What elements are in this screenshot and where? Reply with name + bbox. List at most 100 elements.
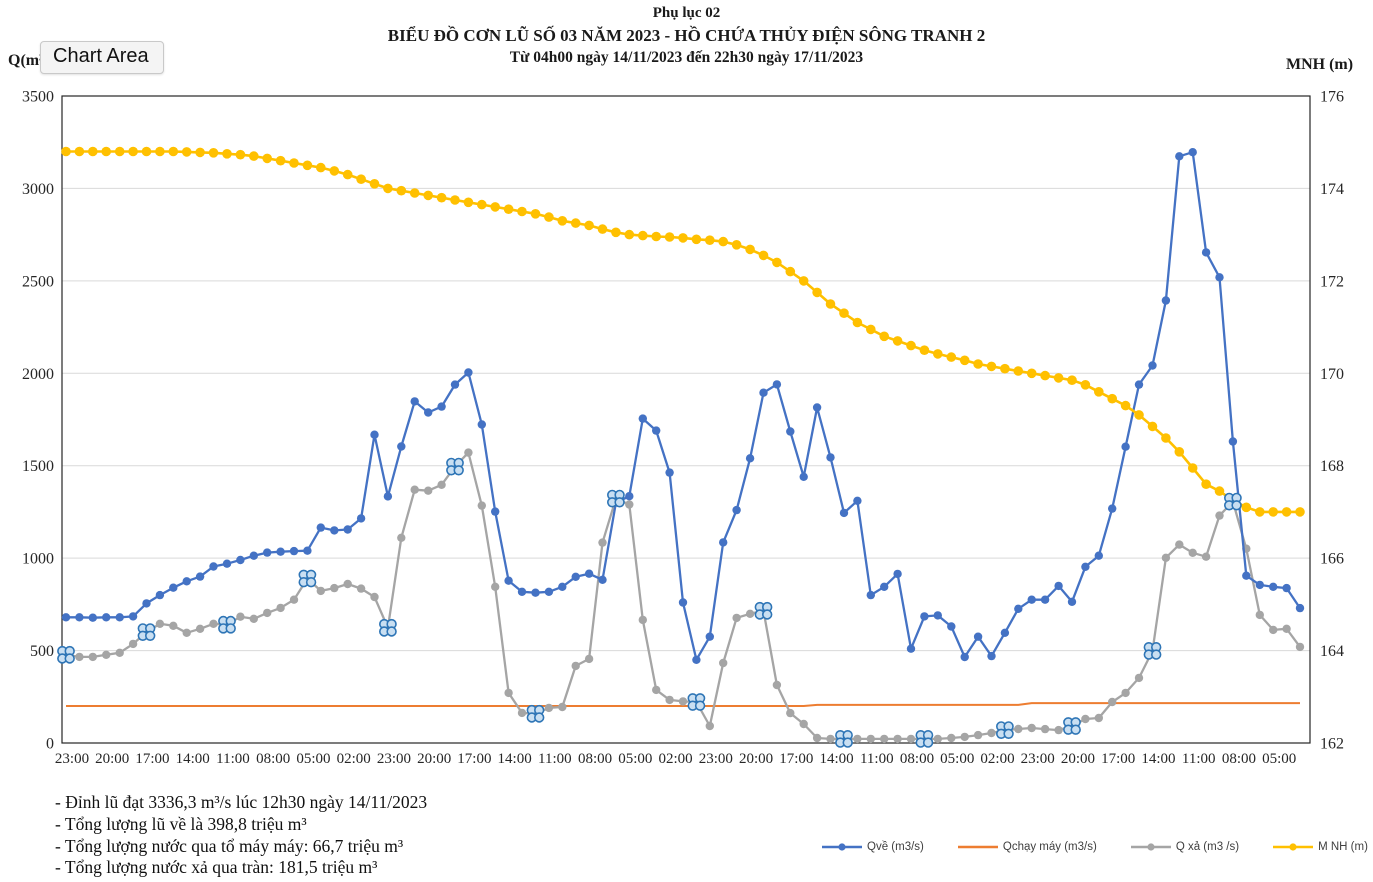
data-point bbox=[249, 614, 258, 623]
data-point bbox=[892, 336, 903, 346]
data-point bbox=[1268, 507, 1278, 517]
data-point bbox=[1000, 363, 1010, 374]
data-point bbox=[624, 229, 635, 240]
data-point bbox=[1027, 595, 1036, 604]
data-point bbox=[1013, 366, 1024, 376]
data-point bbox=[464, 448, 473, 457]
data-point bbox=[920, 612, 929, 621]
data-point bbox=[947, 733, 956, 743]
legend-item[interactable]: Q xả (m3 /s) bbox=[1130, 841, 1240, 853]
data-point bbox=[1067, 375, 1077, 386]
left-axis-tick: 1000 bbox=[22, 551, 54, 568]
legend-swatch-icon bbox=[957, 845, 998, 849]
data-point bbox=[504, 576, 513, 585]
data-point bbox=[316, 162, 326, 173]
chart-title: BIỂU ĐỒ CƠN LŨ SỐ 03 NĂM 2023 - HỒ CHỨA … bbox=[387, 25, 986, 45]
data-point bbox=[101, 146, 111, 157]
data-point bbox=[396, 185, 407, 196]
flower-marker bbox=[754, 601, 773, 620]
legend-item[interactable]: Qchạy máy (m3/s) bbox=[957, 841, 1097, 853]
legend-item[interactable]: Qvề (m3/s) bbox=[822, 841, 924, 853]
legend-item[interactable]: M NH (m) bbox=[1273, 841, 1368, 853]
data-point bbox=[1282, 624, 1291, 633]
data-point bbox=[826, 453, 835, 462]
data-point bbox=[584, 220, 594, 231]
data-point bbox=[397, 533, 406, 542]
data-point bbox=[61, 613, 71, 622]
legend-label: Q xả (m3 /s) bbox=[1175, 841, 1240, 853]
data-point bbox=[1215, 511, 1224, 520]
data-point bbox=[584, 569, 594, 578]
data-point bbox=[302, 160, 313, 171]
data-point bbox=[209, 619, 218, 628]
flower-marker bbox=[606, 489, 625, 508]
data-point bbox=[1215, 273, 1224, 282]
x-axis-tick: 17:00 bbox=[1101, 751, 1135, 767]
data-point bbox=[1040, 370, 1050, 381]
data-point bbox=[678, 598, 688, 607]
data-point bbox=[1107, 393, 1117, 404]
data-point bbox=[142, 599, 151, 608]
series-line-Qvề (m3/s) bbox=[66, 151, 1301, 661]
left-axis-tick: 1500 bbox=[22, 458, 54, 475]
data-point bbox=[491, 582, 500, 591]
flower-marker bbox=[57, 645, 75, 664]
data-point bbox=[638, 230, 648, 241]
left-axis-tick: 3500 bbox=[22, 89, 54, 106]
x-axis-tick: 11:00 bbox=[216, 751, 250, 767]
data-point bbox=[986, 361, 997, 372]
data-point bbox=[691, 234, 702, 245]
data-point bbox=[195, 572, 205, 581]
data-point bbox=[1108, 504, 1117, 513]
data-point bbox=[289, 158, 299, 168]
legend-swatch-icon bbox=[1130, 843, 1171, 851]
data-point bbox=[1108, 697, 1117, 707]
data-point bbox=[786, 427, 795, 436]
data-point bbox=[181, 147, 192, 157]
x-axis-tick: 14:00 bbox=[819, 751, 853, 767]
data-point bbox=[1147, 421, 1158, 432]
data-point bbox=[893, 569, 902, 579]
data-point bbox=[947, 622, 956, 631]
data-point bbox=[798, 276, 809, 286]
data-point bbox=[906, 644, 916, 653]
plot-area[interactable] bbox=[61, 95, 1311, 744]
data-point bbox=[195, 147, 205, 158]
data-point bbox=[1214, 486, 1225, 496]
x-axis-tick: 02:00 bbox=[337, 751, 371, 767]
data-point bbox=[1027, 723, 1036, 733]
data-point bbox=[1014, 604, 1023, 613]
data-point bbox=[1094, 713, 1104, 723]
data-point bbox=[1094, 551, 1104, 560]
data-point bbox=[1175, 152, 1184, 161]
data-point bbox=[584, 654, 594, 664]
note-spillway-volume: - Tổng lượng nước xả qua tràn: 181,5 tri… bbox=[55, 857, 378, 878]
note-total-inflow: - Tổng lượng lũ về là 398,8 triệu m³ bbox=[55, 813, 307, 834]
data-point bbox=[330, 583, 339, 593]
data-point bbox=[719, 658, 728, 668]
data-point bbox=[383, 492, 393, 501]
data-point bbox=[61, 146, 71, 157]
note-peak: - Đỉnh lũ đạt 3336,3 m³/s lúc 12h30 ngày… bbox=[55, 792, 428, 812]
data-point bbox=[1134, 673, 1144, 683]
data-point bbox=[933, 611, 942, 620]
left-axis-tick: 2000 bbox=[22, 366, 54, 383]
data-point bbox=[664, 232, 675, 242]
data-point bbox=[906, 340, 916, 351]
data-point bbox=[1081, 714, 1090, 724]
right-axis-tick: 164 bbox=[1320, 643, 1344, 660]
data-point bbox=[1000, 628, 1010, 637]
chart-header: Phụ lục 02 BIỂU ĐỒ CƠN LŨ SỐ 03 NĂM 2023… bbox=[0, 3, 1373, 69]
left-axis-tick: 0 bbox=[46, 736, 54, 753]
data-point bbox=[503, 204, 514, 214]
data-point bbox=[369, 179, 380, 189]
data-point bbox=[342, 169, 353, 180]
data-point bbox=[719, 538, 728, 547]
data-point bbox=[182, 577, 191, 586]
data-point bbox=[544, 703, 554, 713]
data-point bbox=[853, 496, 862, 505]
data-point bbox=[504, 688, 513, 698]
flower-marker bbox=[915, 729, 934, 748]
data-point bbox=[141, 146, 152, 157]
